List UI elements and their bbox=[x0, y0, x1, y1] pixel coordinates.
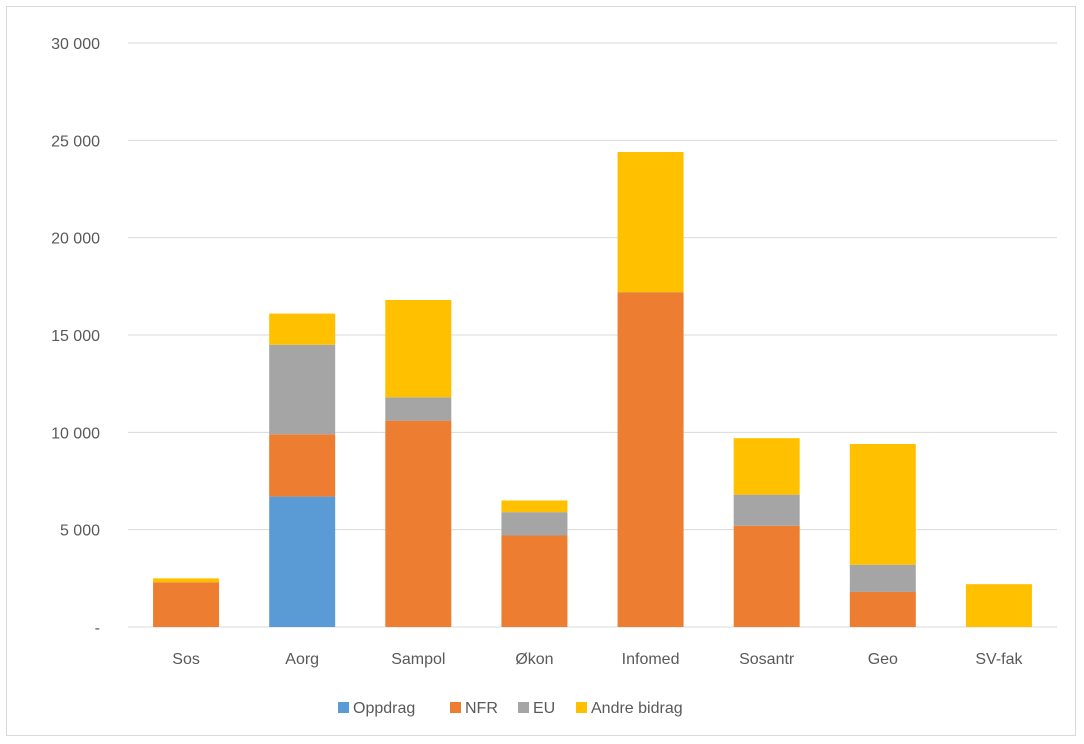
y-tick-label: - bbox=[95, 620, 100, 637]
bar-segment-andre-bidrag bbox=[617, 152, 684, 293]
legend-label: NFR bbox=[465, 700, 498, 717]
bar-segment-oppdrag bbox=[269, 496, 336, 627]
bar-segment-andre-bidrag bbox=[849, 444, 916, 565]
legend-swatch bbox=[338, 702, 349, 713]
bar-segment-andre-bidrag bbox=[733, 438, 800, 495]
bar-segment-andre-bidrag bbox=[385, 299, 452, 398]
y-tick-label: 30 000 bbox=[51, 36, 100, 53]
x-tick-label: Infomed bbox=[622, 651, 680, 668]
bar-segment-nfr bbox=[849, 591, 916, 627]
legend-swatch bbox=[518, 702, 529, 713]
x-tick-label: Økon bbox=[515, 651, 553, 668]
bar-segment-nfr bbox=[501, 535, 568, 627]
x-tick-label: Aorg bbox=[285, 651, 319, 668]
legend: Oppdrag NFR EU Andre bidrag bbox=[338, 700, 683, 717]
legend-swatch bbox=[450, 702, 461, 713]
y-tick-label: 15 000 bbox=[51, 328, 100, 345]
y-tick-label: 20 000 bbox=[51, 231, 100, 248]
bar-segment-eu bbox=[849, 564, 916, 592]
bar-segment-andre-bidrag bbox=[501, 500, 568, 513]
y-tick-label: 25 000 bbox=[51, 133, 100, 150]
bar-segment-andre-bidrag bbox=[965, 584, 1032, 627]
bar-segment-nfr bbox=[617, 292, 684, 627]
x-tick-label: Geo bbox=[868, 651, 898, 668]
bar-segment-nfr bbox=[733, 525, 800, 627]
legend-label: Andre bidrag bbox=[591, 700, 683, 717]
bar-segment-nfr bbox=[385, 420, 452, 627]
bar-segment-eu bbox=[385, 397, 452, 421]
legend-swatch bbox=[576, 702, 587, 713]
legend-label: Oppdrag bbox=[353, 700, 415, 717]
x-tick-label: SV-fak bbox=[975, 651, 1023, 668]
bar-segment-nfr bbox=[153, 582, 220, 627]
bar-segment-eu bbox=[269, 344, 336, 435]
x-tick-label: Sampol bbox=[391, 651, 445, 668]
legend-label: EU bbox=[533, 700, 555, 717]
y-tick-label: 5 000 bbox=[60, 523, 100, 540]
bar-segment-andre-bidrag bbox=[153, 578, 220, 583]
bar-segment-eu bbox=[501, 512, 568, 536]
x-axis: Sos Aorg Sampol Økon Infomed Sosantr Geo SV-fak bbox=[172, 651, 1023, 668]
bar-segment-nfr bbox=[269, 434, 336, 497]
y-tick-label: 10 000 bbox=[51, 425, 100, 442]
x-tick-label: Sos bbox=[172, 651, 200, 668]
x-tick-label: Sosantr bbox=[739, 651, 795, 668]
gridlines bbox=[128, 42, 1057, 531]
bar-segment-andre-bidrag bbox=[269, 313, 336, 345]
bars bbox=[153, 152, 1032, 627]
bar-segment-eu bbox=[733, 494, 800, 526]
